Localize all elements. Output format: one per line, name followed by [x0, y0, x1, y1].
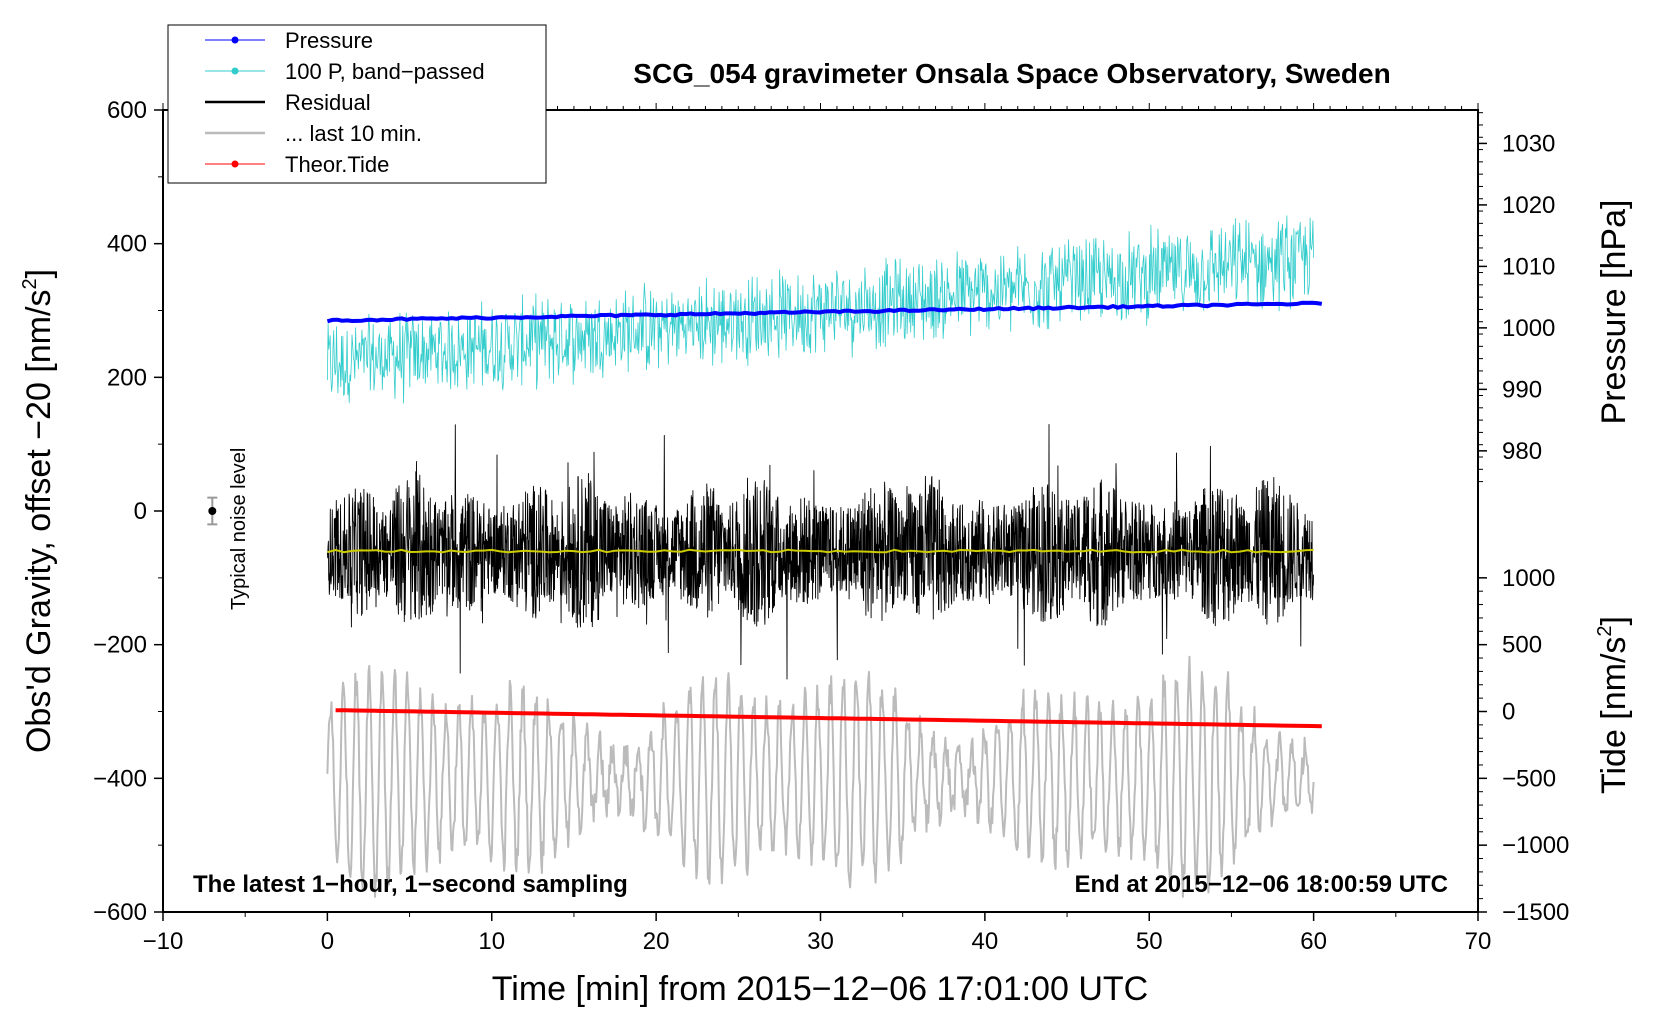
y-tick-label: −400 [93, 765, 147, 792]
x-tick-label: 50 [1136, 928, 1163, 955]
y-tick-label: 400 [107, 231, 147, 258]
legend-marker [231, 36, 239, 44]
bandpassed-pressure-line [327, 215, 1314, 404]
last-10-min-line [326, 655, 1315, 898]
tide-title-close: ] [1595, 616, 1633, 625]
pressure-tick-label: 980 [1502, 438, 1542, 465]
x-tick-label: −10 [143, 928, 184, 955]
legend-label: Residual [285, 90, 371, 115]
pressure-line [326, 300, 1323, 324]
annotation-latest-hour: The latest 1−hour, 1−second sampling [193, 871, 628, 898]
y-left-title-text: Obs'd Gravity, offset −20 [nm/s [20, 290, 58, 753]
y-tick-label: −200 [93, 632, 147, 659]
legend-marker [231, 67, 239, 75]
residual-line [326, 424, 1315, 680]
legend-marker [231, 160, 239, 168]
y-axis-pressure-title: Pressure [hPa] [1595, 200, 1633, 425]
tide-tick-label: 1000 [1502, 565, 1555, 592]
axis-ticks: −10 0 10 20 30 40 50 60 706004002000−200−400−600… [93, 97, 1569, 955]
y-axis-tide-title: Tide [nm/s2] [1594, 616, 1633, 794]
legend-label: Theor.Tide [285, 152, 389, 177]
pressure-tick-label: 1030 [1502, 130, 1555, 157]
data-series [326, 215, 1323, 898]
legend-label: ... last 10 min. [285, 121, 422, 146]
y-tick-label: 200 [107, 364, 147, 391]
y-tick-label: 600 [107, 97, 147, 124]
tide-title-text: Tide [nm/s [1595, 637, 1633, 794]
tide-tick-label: 500 [1502, 632, 1542, 659]
x-tick-label: 10 [478, 928, 505, 955]
y-left-title-sup: 2 [19, 278, 41, 289]
tide-line [335, 708, 1322, 729]
y-tick-label: −600 [93, 899, 147, 926]
legend-label: Pressure [285, 28, 373, 53]
tide-title-sup: 2 [1594, 625, 1616, 636]
residual-mean-line [327, 548, 1314, 554]
legend: Pressure 100 P, band−passed Residual ... la… [167, 24, 547, 184]
y-tick-label: 0 [134, 498, 147, 525]
x-tick-label: 20 [643, 928, 670, 955]
tide-tick-label: −1000 [1502, 832, 1569, 859]
x-tick-label: 60 [1300, 928, 1327, 955]
tide-tick-label: 0 [1502, 699, 1515, 726]
x-tick-label: 30 [807, 928, 834, 955]
y-axis-left-title: Obs'd Gravity, offset −20 [nm/s2] [19, 269, 58, 753]
x-axis-title: Time [min] from 2015−12−06 17:01:00 UTC [492, 970, 1148, 1008]
pressure-tick-label: 1000 [1502, 315, 1555, 342]
pressure-tick-label: 1010 [1502, 253, 1555, 280]
chart-title: SCG_054 gravimeter Onsala Space Observat… [633, 58, 1390, 89]
pressure-tick-label: 1020 [1502, 192, 1555, 219]
y-left-title-close: ] [20, 269, 58, 278]
noise-level-marker [207, 496, 218, 526]
tide-tick-label: −1500 [1502, 899, 1569, 926]
noise-level-label: Typical noise level [228, 448, 250, 610]
x-tick-label: 40 [972, 928, 999, 955]
x-tick-label: 70 [1465, 928, 1492, 955]
legend-label: 100 P, band−passed [285, 59, 485, 84]
noise-point [208, 507, 217, 515]
annotation-end-time: End at 2015−12−06 18:00:59 UTC [1074, 871, 1448, 898]
pressure-tick-label: 990 [1502, 376, 1542, 403]
x-tick-label: 0 [321, 928, 334, 955]
tide-tick-label: −500 [1502, 765, 1556, 792]
legend-box [167, 24, 547, 184]
